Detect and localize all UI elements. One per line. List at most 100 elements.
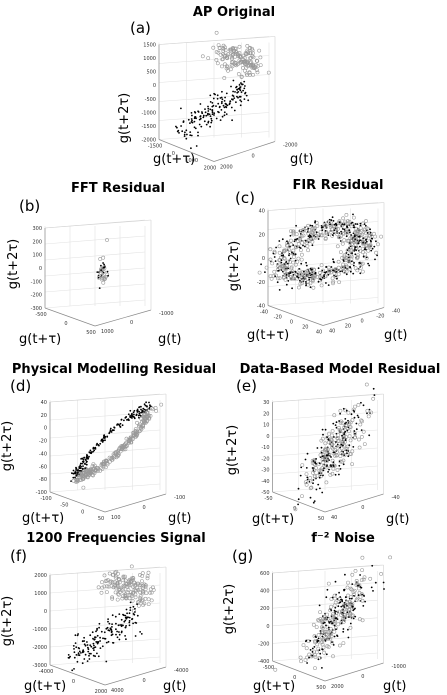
scatter-point: [80, 465, 82, 468]
scatter-point: [360, 568, 365, 573]
scatter-point: [347, 421, 352, 426]
y-tick-label: 20: [302, 325, 308, 331]
scatter-point: [231, 46, 235, 51]
scatter-point: [144, 591, 149, 596]
scatter-point: [151, 588, 156, 592]
scatter-point: [339, 596, 342, 598]
scatter-point: [323, 237, 328, 241]
scatter-point: [330, 268, 335, 273]
scatter-point: [320, 626, 325, 631]
scatter-point: [206, 56, 211, 61]
scatter-point: [326, 219, 331, 224]
y-tick-label: 0: [72, 679, 75, 685]
scatter-point: [359, 222, 362, 225]
y-tick-label: 50: [318, 516, 324, 522]
scatter-point: [219, 119, 222, 121]
scatter-point: [211, 105, 214, 108]
scatter-point: [320, 233, 325, 238]
scatter-point: [128, 616, 131, 619]
scatter-point: [127, 616, 129, 619]
scatter-point: [140, 408, 142, 411]
x-tick-label: 4000: [111, 688, 124, 694]
scatter-point: [273, 256, 276, 258]
scatter-point: [235, 101, 237, 104]
scatter-point: [339, 270, 342, 273]
scatter-point: [144, 404, 147, 407]
scatter-point: [122, 443, 127, 447]
scatter-point: [306, 478, 309, 481]
scatter-point: [96, 629, 98, 631]
y-tick-label: -4000: [39, 669, 54, 675]
scatter-point: [215, 61, 220, 66]
scatter-point: [341, 600, 344, 603]
scatter-point: [234, 91, 236, 93]
scatter-point: [349, 587, 354, 592]
scatter-point: [307, 652, 312, 657]
scatter-point: [98, 622, 101, 625]
scatter-point: [351, 605, 354, 608]
scatter-point: [131, 412, 133, 415]
scatter-point: [342, 630, 345, 633]
scatter-point: [342, 259, 345, 261]
scatter-point: [299, 659, 304, 664]
scatter-point: [116, 452, 121, 457]
scatter-point: [89, 452, 92, 454]
scatter-point: [94, 655, 96, 658]
scatter-point: [339, 601, 342, 604]
axes-frame: [158, 36, 276, 162]
y-tick-label: 1000: [185, 158, 198, 164]
scatter-point: [104, 437, 106, 439]
scatter-point: [361, 577, 366, 582]
scatter-point: [358, 595, 363, 599]
scatter-point: [133, 430, 138, 435]
x-tick-label: 0: [361, 505, 364, 511]
scatter-point: [319, 487, 321, 490]
scatter-point: [350, 613, 355, 618]
scatter-point: [331, 641, 333, 643]
x-tick-label: 2000: [220, 165, 233, 171]
scatter-point: [344, 430, 347, 433]
scatter-point: [193, 120, 196, 123]
scatter-point: [350, 260, 353, 263]
scatter-point: [300, 262, 303, 265]
scatter-point: [323, 441, 328, 446]
scatter-point: [360, 598, 365, 603]
scatter-point: [336, 272, 341, 277]
scatter-point: [209, 108, 212, 111]
scatter-point: [323, 621, 326, 624]
scatter-point: [112, 451, 117, 456]
scatter-point: [101, 441, 104, 443]
scatter-point: [343, 219, 348, 224]
scatter-point: [315, 458, 317, 460]
scatter-point: [236, 88, 239, 91]
scatter-point: [344, 596, 347, 599]
scatter-point: [96, 442, 98, 445]
scatter-point: [75, 654, 78, 656]
scatter-point: [326, 635, 331, 640]
scatter-point: [314, 635, 317, 638]
scatter-point: [105, 641, 108, 644]
scatter-point: [138, 406, 140, 409]
scatter-point: [292, 252, 295, 255]
scatter-point: [344, 418, 347, 420]
scatter-point: [336, 444, 341, 449]
scatter-point: [140, 405, 142, 408]
scatter-point: [138, 594, 143, 599]
scatter-point: [345, 409, 348, 412]
scatter-point: [352, 224, 355, 227]
scatter-point: [287, 280, 290, 282]
scatter-point: [359, 592, 364, 596]
scatter-point: [312, 501, 315, 504]
scatter-point: [83, 643, 86, 646]
scatter-point: [114, 574, 119, 579]
x-axis-label: g(t): [290, 152, 314, 167]
scatter-point: [306, 237, 311, 242]
x-tick-label: -20: [376, 314, 384, 320]
scatter-point: [337, 605, 340, 608]
scatter-point: [339, 460, 344, 464]
z-axis-label: g(t+2τ): [0, 596, 15, 646]
scatter-point: [209, 94, 212, 97]
scatter-point: [329, 604, 334, 609]
scatter-point: [369, 239, 372, 242]
z-tick-label: -20: [257, 280, 265, 286]
